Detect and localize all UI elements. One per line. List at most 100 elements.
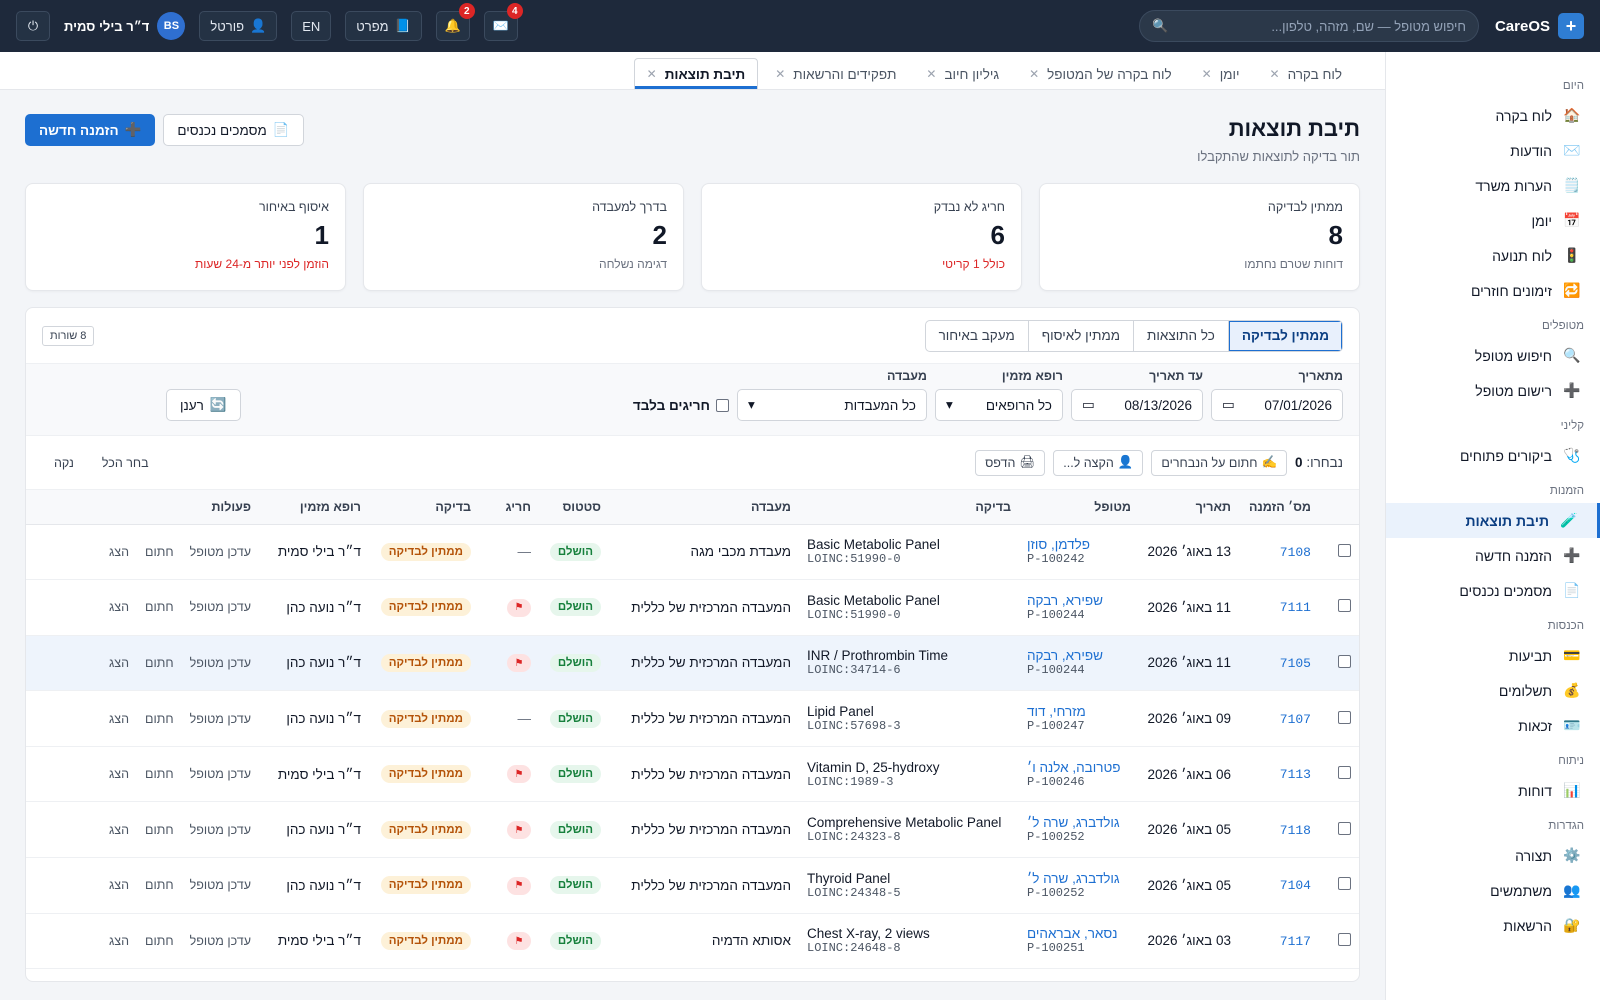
sidebar-item[interactable]: ➕ הזמנה חדשה [1386,538,1600,573]
row-action-link[interactable]: חתום [145,878,174,893]
row-action-link[interactable]: חתום [145,822,174,837]
patient-name-link[interactable]: גולדברג, שרה ל׳ [1027,870,1120,886]
select-all-link[interactable]: בחר הכל [101,455,149,470]
row-action-link[interactable]: חתום [145,711,174,726]
row-action-link[interactable]: עדכן מטופל [189,711,251,726]
patient-name-link[interactable]: נסאר, אבראהים [1027,926,1118,942]
tab-item[interactable]: יומן ✕ [1189,58,1253,89]
table-row[interactable]: 7113 06 באוג׳ 2026 פטרובה, אלנה ו׳ P-100246… [26,746,1359,803]
sidebar-item[interactable]: 🚦 לוח תנועה [1386,238,1600,273]
patient-name-link[interactable]: פלדמן, סוזן [1027,537,1090,553]
spec-button[interactable]: 📘 מפרט [345,11,422,41]
patient-name-link[interactable]: מזרחי, דוד [1027,704,1086,720]
table-row[interactable]: 7118 05 באוג׳ 2026 גולדברג, שרה ל׳ P-100252… [26,801,1359,859]
sidebar-item[interactable]: 🏠 לוח בקרה [1386,98,1600,133]
segment-tab[interactable]: ממתין לאיסוף [1027,320,1133,351]
sidebar-item[interactable]: 🩺 ביקורים פתוחים [1386,438,1600,473]
sidebar-item[interactable]: 🪪 זכאות [1386,708,1600,743]
critical-only-toggle[interactable]: חריגים בלבד [633,389,729,421]
row-action-link[interactable]: עדכן מטופל [189,544,251,559]
tab-item[interactable]: לוח בקרה של המטופל ✕ [1016,58,1185,89]
sidebar-item[interactable]: 🔁 זימונים חוזרים [1386,273,1600,308]
row-checkbox[interactable] [1338,543,1351,557]
patient-name-link[interactable]: גולדברג, שרה ל׳ [1027,815,1120,831]
sidebar-item[interactable]: 💰 תשלומים [1386,673,1600,708]
new-order-button[interactable]: ➕ הזמנה חדשה [25,114,156,146]
brand[interactable]: + CareOS [1495,13,1584,39]
sidebar-item[interactable]: 🗒️ הערות משרד [1386,168,1600,203]
order-id-link[interactable]: 7118 [1279,822,1311,838]
critical-only-checkbox[interactable] [716,398,729,412]
sidebar-item[interactable]: 💳 תביעות [1386,638,1600,673]
order-id-link[interactable]: 7113 [1279,767,1311,783]
row-action-link[interactable]: עדכן מטופל [189,878,251,893]
row-checkbox[interactable] [1338,710,1351,724]
table-row[interactable]: 7117 03 באוג׳ 2026 נסאר, אבראהים P-100251 Ch… [26,913,1359,970]
row-action-link[interactable]: עדכן מטופל [189,655,251,670]
assign-button[interactable]: 👤 הקצה ל... [1053,449,1144,476]
row-checkbox[interactable] [1338,599,1351,613]
doctor-select[interactable]: כל הרופאים ▾ [935,389,1063,421]
table-row[interactable]: 7104 05 באוג׳ 2026 גולדברג, שרה ל׳ P-100252… [26,857,1359,914]
row-checkbox[interactable] [1338,932,1351,946]
row-action-link[interactable]: הצג [109,600,130,615]
row-checkbox[interactable] [1338,654,1351,668]
to-date-input[interactable]: 08/13/2026 ▭ [1071,389,1203,421]
row-action-link[interactable]: חתום [145,933,174,948]
patient-name-link[interactable]: שפירא, רבקה [1027,648,1103,664]
from-date-input[interactable]: 07/01/2026 ▭ [1211,389,1343,421]
user-menu[interactable]: BS ד״ר בילי סמית [64,12,186,40]
tab-item[interactable]: לוח בקרה ✕ [1257,58,1356,89]
tab-item[interactable]: תיבת תוצאות ✕ [633,58,759,89]
row-action-link[interactable]: הצג [109,711,130,726]
row-action-link[interactable]: חתום [145,600,174,615]
portal-button[interactable]: 👤 פורטל [199,11,278,41]
sign-selected-button[interactable]: ✍️ חתום על הנבחרים [1151,449,1288,476]
sidebar-item[interactable]: 🔐 הרשאות [1386,908,1600,943]
close-icon[interactable]: ✕ [775,67,786,81]
table-row[interactable]: 7111 11 באוג׳ 2026 שפירא, רבקה P-100244 Basi… [26,579,1359,636]
row-checkbox[interactable] [1338,821,1351,835]
print-button[interactable]: 🖨 הדפס [975,449,1046,476]
logout-button[interactable]: ⏻ [16,11,50,41]
row-action-link[interactable]: הצג [109,767,130,782]
search-input[interactable] [1176,18,1466,34]
close-icon[interactable]: ✕ [926,67,937,81]
row-action-link[interactable]: הצג [109,933,130,948]
lab-select[interactable]: כל המעבדות ▾ [737,389,927,421]
search-icon[interactable]: 🔍 [1151,18,1169,33]
row-action-link[interactable]: הצג [109,655,130,670]
sidebar-item[interactable]: 📊 דוחות [1386,773,1600,808]
row-action-link[interactable]: חתום [145,767,174,782]
sidebar-item[interactable]: 👥 משתמשים [1386,873,1600,908]
row-action-link[interactable]: חתום [145,655,174,670]
sidebar-item[interactable]: 📅 יומן [1386,203,1600,238]
order-id-link[interactable]: 7111 [1279,600,1311,616]
clear-link[interactable]: נקה [54,455,74,470]
incoming-docs-button[interactable]: 📄 מסמכים נכנסים [163,114,304,146]
refresh-button[interactable]: 🔄 רענן [166,389,241,421]
table-row[interactable]: 7107 09 באוג׳ 2026 מזרחי, דוד P-100247 Lipid… [26,690,1359,747]
tab-item[interactable]: תפקידים והרשאות ✕ [762,58,909,89]
patient-name-link[interactable]: פטרובה, אלנה ו׳ [1027,759,1121,775]
order-id-link[interactable]: 7108 [1279,544,1311,560]
segment-tab[interactable]: ממתין לבדיקה [1227,320,1342,351]
row-checkbox[interactable] [1338,766,1351,780]
segment-tab[interactable]: כל התוצאות [1133,320,1228,351]
notifications-button[interactable]: 🔔 2 [435,3,475,41]
row-action-link[interactable]: עדכן מטופל [189,600,251,615]
sidebar-item[interactable]: 🔍 חיפוש מטופל [1386,338,1600,373]
sidebar-item[interactable]: 🧪 תיבת תוצאות [1386,503,1600,538]
row-action-link[interactable]: עדכן מטופל [189,767,251,782]
order-id-link[interactable]: 7117 [1279,933,1311,949]
order-id-link[interactable]: 7104 [1279,878,1311,894]
row-action-link[interactable]: חתום [145,544,174,559]
row-action-link[interactable]: עדכן מטופל [189,822,251,837]
close-icon[interactable]: ✕ [646,67,657,81]
mail-button[interactable]: ✉️ 4 [483,3,523,41]
row-action-link[interactable]: הצג [109,544,130,559]
table-row[interactable]: 7105 11 באוג׳ 2026 שפירא, רבקה P-100244 INR … [26,635,1359,692]
row-action-link[interactable]: עדכן מטופל [189,933,251,948]
tab-item[interactable]: גיליון חיוב ✕ [913,58,1012,89]
row-action-link[interactable]: הצג [109,822,130,837]
